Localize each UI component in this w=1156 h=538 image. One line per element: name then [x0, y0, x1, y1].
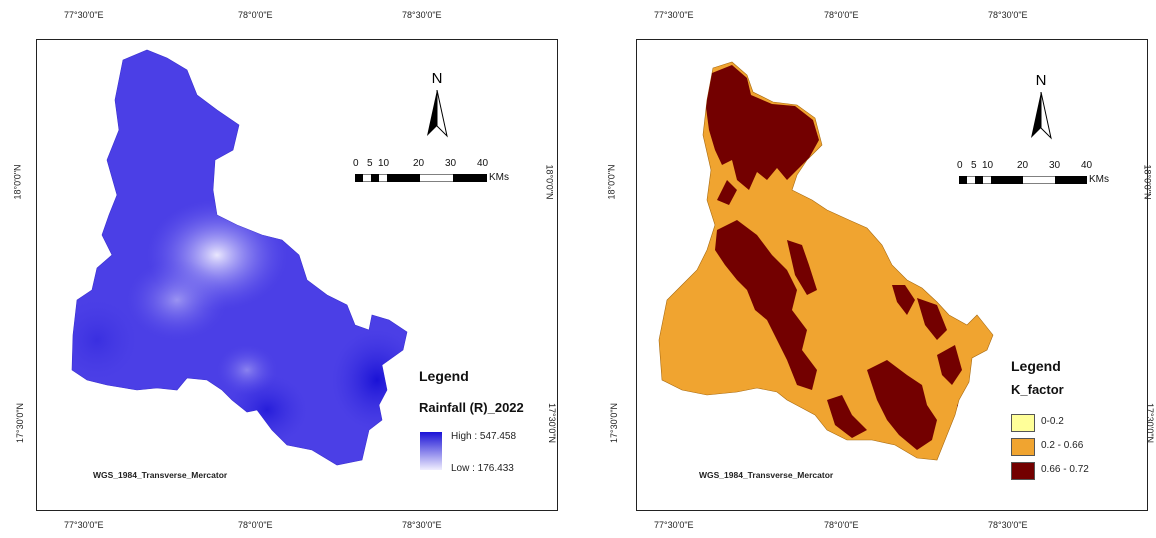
legend-class-label: 0-0.2 — [1041, 416, 1064, 427]
lon-tick-bottom-3: 78°30'0"E — [402, 520, 442, 530]
lon-tick-top-3: 78°30'0"E — [988, 10, 1028, 20]
lat-tick-left-2: 17°30'0"N — [609, 402, 620, 444]
scale-label-30: 30 — [1049, 160, 1061, 171]
legend-high-label: High : 547.458 — [451, 431, 517, 442]
scale-bar-graphic — [355, 174, 487, 182]
lon-tick-bottom-3: 78°30'0"E — [988, 520, 1028, 530]
legend-class-label: 0.2 - 0.66 — [1041, 440, 1084, 451]
scale-label-20: 20 — [1017, 160, 1029, 171]
scale-unit: KMs — [489, 172, 509, 183]
legend-subtitle: Rainfall (R)_2022 — [419, 400, 524, 415]
legend-low-label: Low : 176.433 — [451, 463, 514, 474]
scale-label-30: 30 — [445, 158, 457, 169]
rainfall-map-panel: 77°30'0"E 78°0'0"E 78°30'0"E 77°30'0"E 7… — [12, 10, 558, 530]
scale-bar-graphic — [959, 176, 1087, 184]
lon-tick-bottom-1: 77°30'0"E — [654, 520, 694, 530]
projection-label: WGS_1984_Transverse_Mercator — [93, 470, 228, 480]
lon-tick-bottom-2: 78°0'0"E — [824, 520, 859, 530]
lat-tick-left-1: 18°0'0"N — [606, 164, 617, 200]
lon-tick-bottom-2: 78°0'0"E — [238, 520, 273, 530]
scale-label-5: 5 — [367, 158, 373, 169]
scale-label-10: 10 — [982, 160, 994, 171]
lon-tick-bottom-1: 77°30'0"E — [64, 520, 104, 530]
rainfall-gradient-swatch — [420, 432, 442, 470]
scale-label-5: 5 — [971, 160, 977, 171]
lat-tick-right-1: 18°0'0"N — [1142, 164, 1153, 200]
scale-label-40: 40 — [1081, 160, 1093, 171]
projection-label: WGS_1984_Transverse_Mercator — [699, 470, 834, 480]
lat-tick-left-1: 18°0'0"N — [12, 164, 23, 200]
map-frame: N 0 5 10 20 30 40 KMs Legend Rainfall (R… — [36, 39, 558, 511]
lat-tick-right-1: 18°0'0"N — [544, 164, 555, 200]
lon-tick-top-1: 77°30'0"E — [64, 10, 104, 20]
scale-label-10: 10 — [378, 158, 390, 169]
north-arrow-icon — [427, 90, 448, 138]
scale-unit: KMs — [1089, 174, 1109, 185]
lat-tick-left-2: 17°30'0"N — [15, 402, 26, 444]
lon-tick-top-3: 78°30'0"E — [402, 10, 442, 20]
legend-swatch-mid — [1011, 438, 1035, 456]
lon-tick-top-2: 78°0'0"E — [824, 10, 859, 20]
k-factor-map-panel: 77°30'0"E 78°0'0"E 78°30'0"E 77°30'0"E 7… — [600, 0, 1156, 538]
scale-label-40: 40 — [477, 158, 489, 169]
legend-class-label: 0.66 - 0.72 — [1041, 464, 1089, 475]
lon-tick-top-1: 77°30'0"E — [654, 10, 694, 20]
lat-tick-right-2: 17°30'0"N — [1145, 402, 1156, 444]
north-arrow-icon — [1031, 92, 1052, 140]
k-factor-region-svg — [658, 61, 994, 461]
north-label: N — [1035, 72, 1047, 89]
legend-title: Legend — [419, 368, 469, 384]
lon-tick-top-2: 78°0'0"E — [238, 10, 273, 20]
north-label: N — [431, 70, 443, 87]
rainfall-region-svg — [71, 49, 408, 466]
scale-label-20: 20 — [413, 158, 425, 169]
legend-swatch-high — [1011, 462, 1035, 480]
legend-swatch-low — [1011, 414, 1035, 432]
scale-label-0: 0 — [957, 160, 963, 171]
legend-subtitle: K_factor — [1011, 382, 1064, 397]
legend-title: Legend — [1011, 358, 1061, 374]
scale-label-0: 0 — [353, 158, 359, 169]
map-frame: N 0 5 10 20 30 40 KMs Legend K_factor — [636, 39, 1148, 511]
lat-tick-right-2: 17°30'0"N — [547, 402, 558, 444]
